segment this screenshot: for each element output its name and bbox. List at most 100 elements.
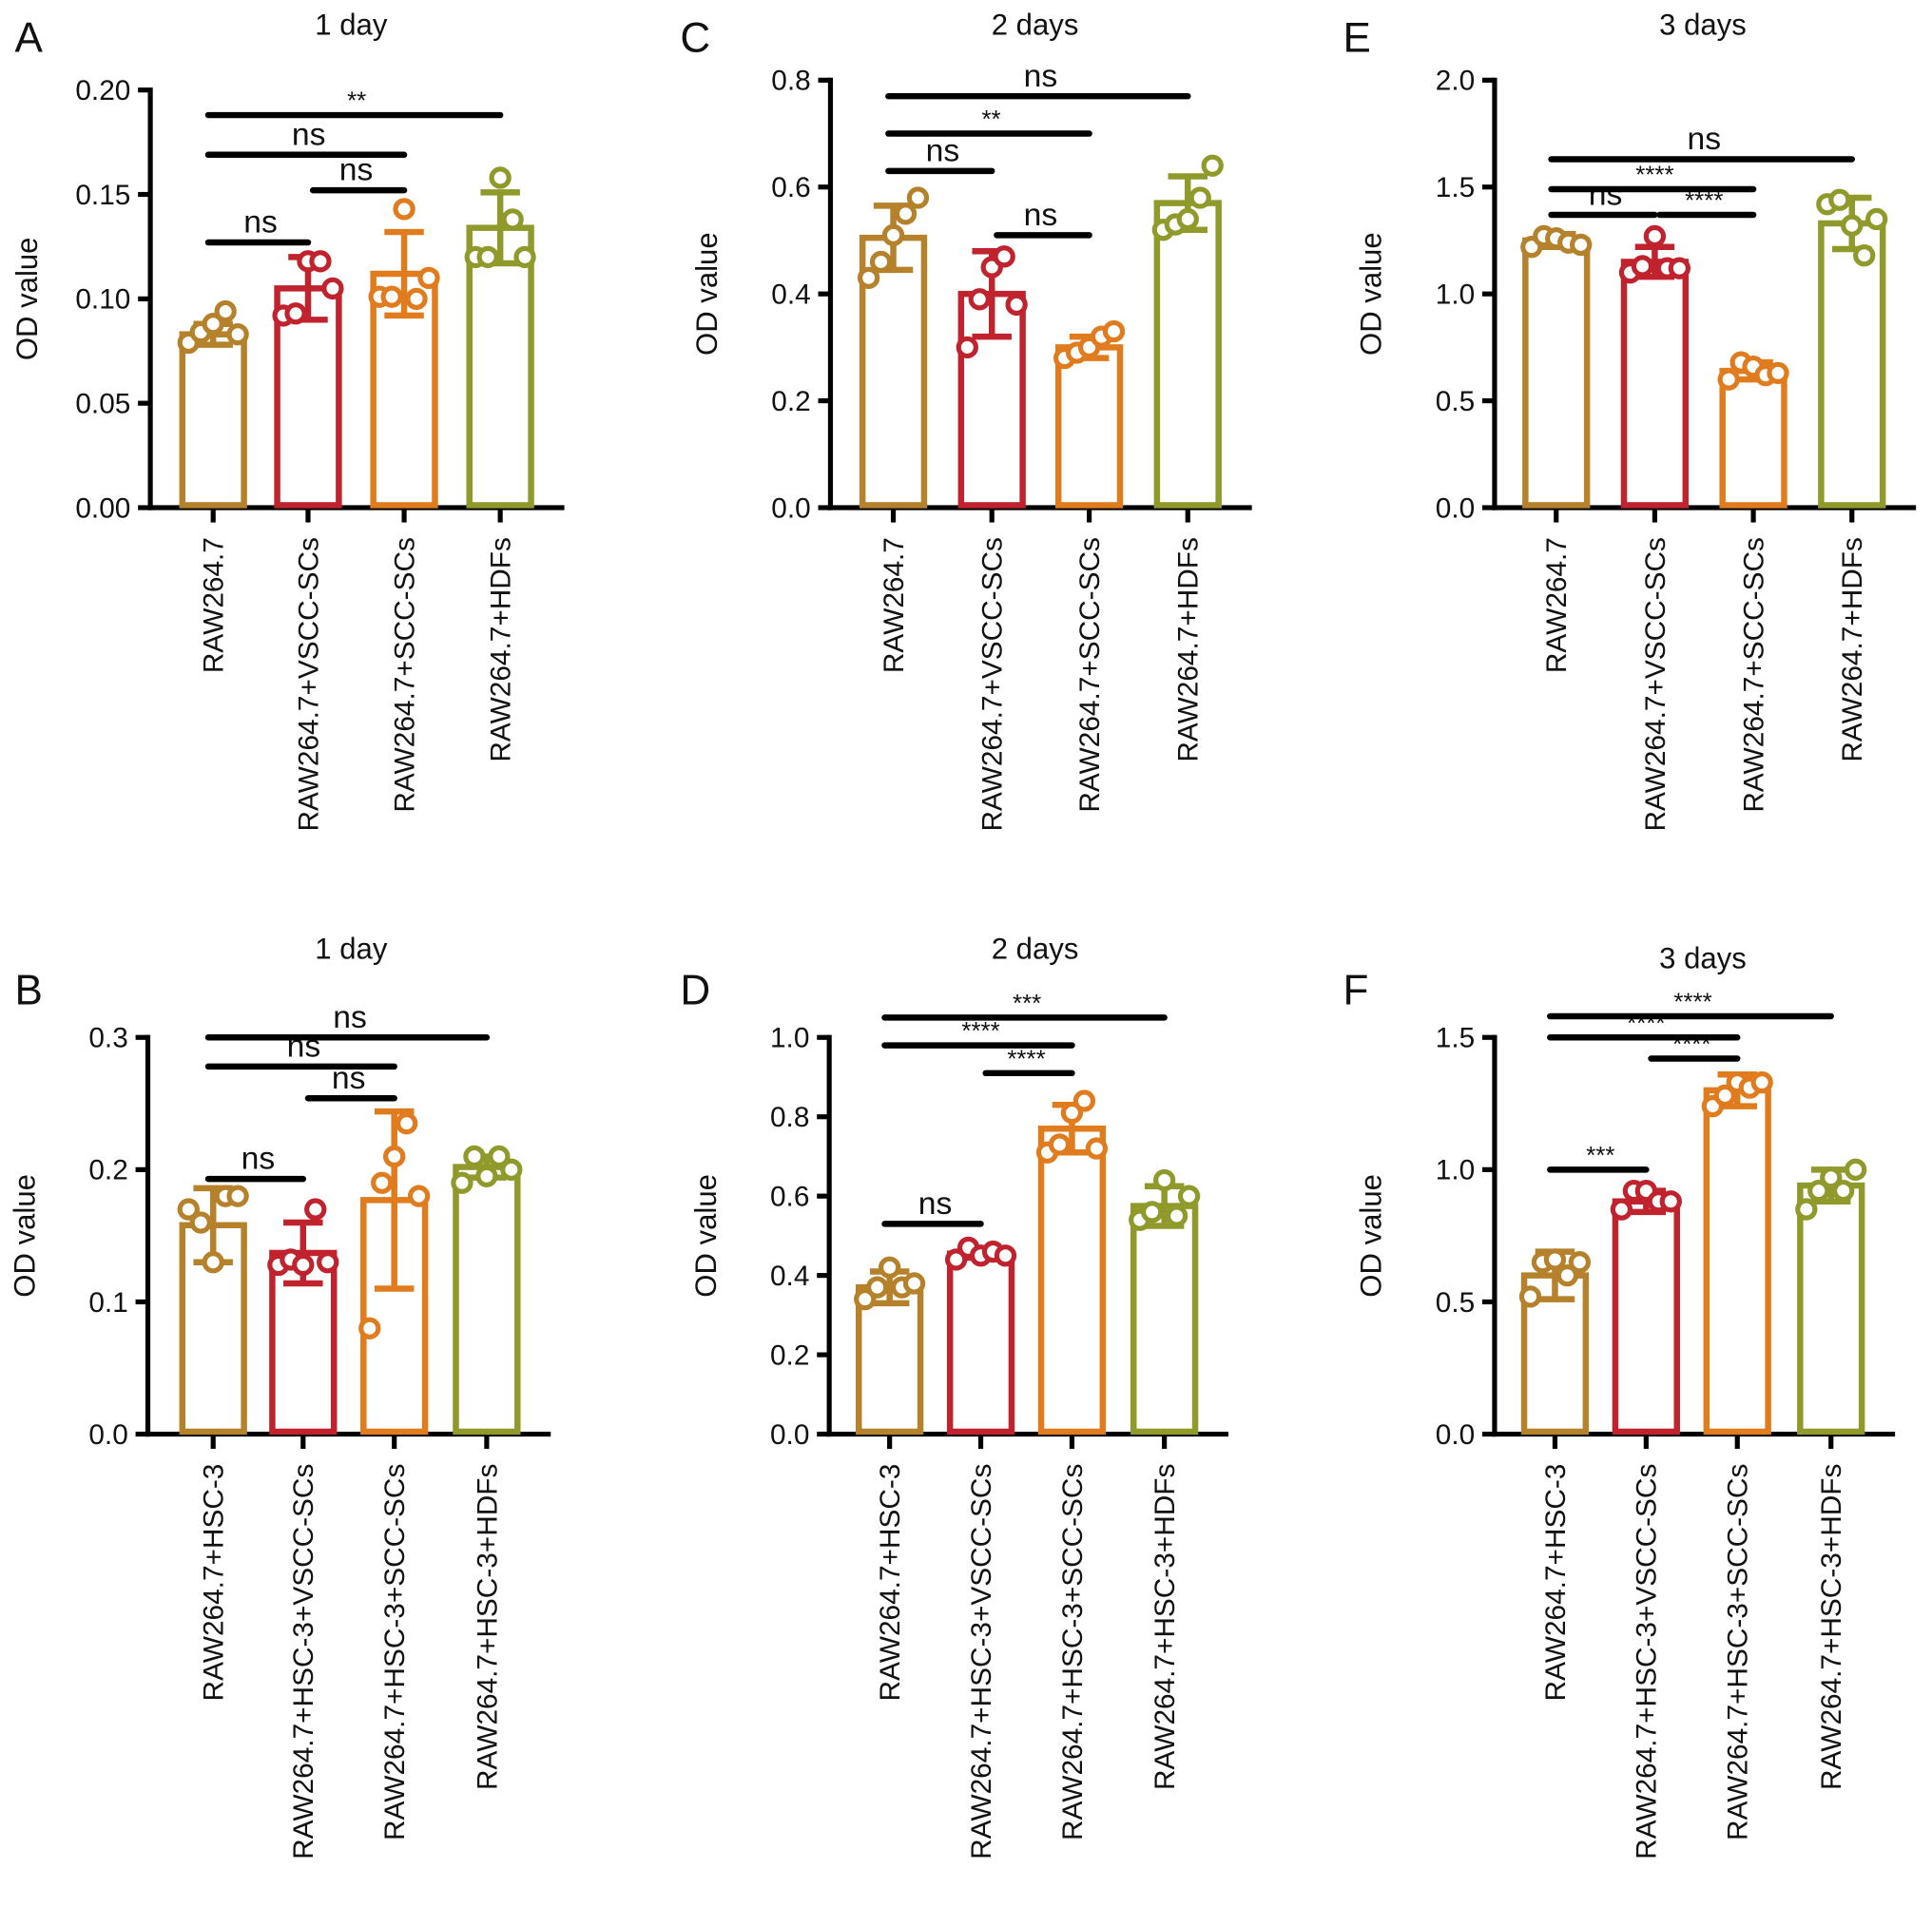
x-tick-label: RAW264.7+SCC-SCs	[389, 537, 420, 813]
x-tick-label: RAW264.7+SCC-SCs	[1738, 537, 1769, 813]
x-tick-label: RAW264.7+SCC-SCs	[1074, 537, 1106, 813]
panel-letter: E	[1343, 15, 1371, 62]
data-point	[202, 1251, 224, 1274]
significance-label: ****	[1007, 1046, 1045, 1072]
y-tick-label: 0.0	[770, 1419, 809, 1451]
chart-title: 2 days	[992, 8, 1079, 41]
bar	[1153, 200, 1222, 509]
data-point	[878, 1256, 901, 1279]
data-point	[304, 1198, 327, 1221]
data-point	[1555, 1263, 1579, 1287]
data-point	[881, 223, 905, 247]
data-point	[1188, 186, 1211, 209]
x-tick-label: RAW264.7+HSC-3+SCC-SCs	[1057, 1464, 1089, 1840]
y-tick-label: 0.0	[88, 1419, 127, 1451]
y-tick-label: 0.05	[75, 389, 130, 420]
chart-title: 2 days	[992, 932, 1079, 965]
significance-label: **	[981, 106, 1000, 133]
data-point	[1152, 1168, 1176, 1192]
bar	[1703, 1087, 1771, 1436]
data-point	[383, 1145, 406, 1168]
data-point	[993, 245, 1015, 268]
x-tick-label: RAW264.7+HSC-3+SCC-SCs	[1723, 1464, 1754, 1840]
panel-letter: F	[1343, 967, 1369, 1013]
data-point	[1865, 207, 1888, 231]
x-tick-label: RAW264.7+HSC-3+HDFs	[1150, 1464, 1181, 1790]
data-point	[1048, 1133, 1072, 1156]
chart-title: 3 days	[1659, 942, 1747, 975]
bar	[1719, 367, 1787, 509]
y-tick-label: 0.6	[770, 1182, 809, 1213]
y-axis-label: OD value	[8, 1174, 41, 1298]
data-point	[1201, 154, 1224, 177]
x-tick-label: RAW264.7+HDFs	[1837, 537, 1868, 762]
data-point	[488, 1145, 511, 1168]
significance-label: ****	[961, 1018, 999, 1045]
y-tick-label: 0.2	[771, 386, 810, 417]
data-point	[189, 1211, 212, 1234]
data-point	[1844, 1158, 1867, 1182]
data-point	[902, 1272, 926, 1295]
significance-label: ns	[339, 153, 374, 188]
data-point	[956, 336, 978, 359]
panel-letter: A	[15, 15, 44, 62]
x-tick-label: RAW264.7+HSC-3+HDFs	[1816, 1464, 1847, 1790]
bar	[1037, 1125, 1107, 1436]
data-point	[476, 245, 499, 269]
x-tick-label: RAW264.7+HSC-3+HDFs	[472, 1464, 503, 1790]
data-point	[292, 1253, 315, 1277]
y-axis-label: OD value	[1355, 232, 1388, 356]
data-point	[202, 313, 224, 336]
y-tick-label: 0.0	[1436, 492, 1475, 524]
chart-title: 1 day	[315, 8, 388, 41]
x-tick-label: RAW264.7+HSC-3	[1540, 1464, 1572, 1702]
significance-label: ns	[242, 1142, 276, 1177]
y-tick-label: 0.20	[75, 75, 130, 106]
significance-label: ns	[243, 205, 278, 241]
significance-label: ****	[1673, 990, 1711, 1016]
data-point	[968, 288, 991, 311]
data-point	[501, 208, 524, 231]
x-tick-label: RAW264.7+HSC-3	[199, 1464, 230, 1702]
bar	[946, 1250, 1015, 1436]
y-tick-label: 0.5	[1436, 386, 1475, 417]
panel-letter: D	[680, 967, 710, 1013]
data-point	[894, 202, 918, 225]
data-point	[1610, 1198, 1633, 1221]
data-point	[1668, 257, 1690, 279]
panel-letter: C	[680, 15, 710, 62]
data-point	[1165, 1204, 1188, 1227]
x-tick-label: RAW264.7	[1541, 537, 1573, 673]
bar	[1620, 259, 1690, 509]
significance-label: ns	[1589, 178, 1623, 213]
data-point	[1841, 214, 1864, 237]
x-tick-label: RAW264.7+VSCC-SCs	[977, 537, 1009, 831]
data-point	[1767, 361, 1789, 385]
y-tick-label: 0.0	[771, 492, 810, 524]
x-tick-label: RAW264.7+HSC-3+VSCC-SCs	[1632, 1464, 1663, 1860]
data-point	[371, 1171, 394, 1194]
data-point	[395, 1112, 418, 1135]
data-point	[226, 323, 249, 346]
significance-label: ns	[292, 117, 326, 152]
data-point	[1102, 319, 1126, 343]
y-tick-label: 0.2	[770, 1339, 809, 1371]
bar	[453, 1164, 521, 1436]
significance-label: ns	[1687, 122, 1721, 157]
data-point	[500, 1158, 523, 1182]
data-point	[451, 1171, 473, 1194]
panel-d: D 2 days OD value 0.0 0.2 0.4 0.6 0.8 1.0 RAW264.…	[680, 932, 1229, 1860]
data-point	[177, 1198, 200, 1221]
y-tick-label: 0.2	[88, 1155, 127, 1186]
x-tick-label: RAW264.7+HSC-3	[875, 1464, 906, 1702]
data-point	[309, 250, 332, 273]
bar	[1522, 237, 1591, 509]
data-point	[513, 245, 536, 269]
data-point	[1631, 255, 1654, 278]
data-point	[906, 186, 930, 209]
data-point	[284, 302, 307, 325]
bar	[179, 331, 247, 509]
data-point	[1807, 1179, 1830, 1203]
y-tick-label: 0.6	[771, 172, 810, 203]
data-point	[417, 266, 440, 290]
